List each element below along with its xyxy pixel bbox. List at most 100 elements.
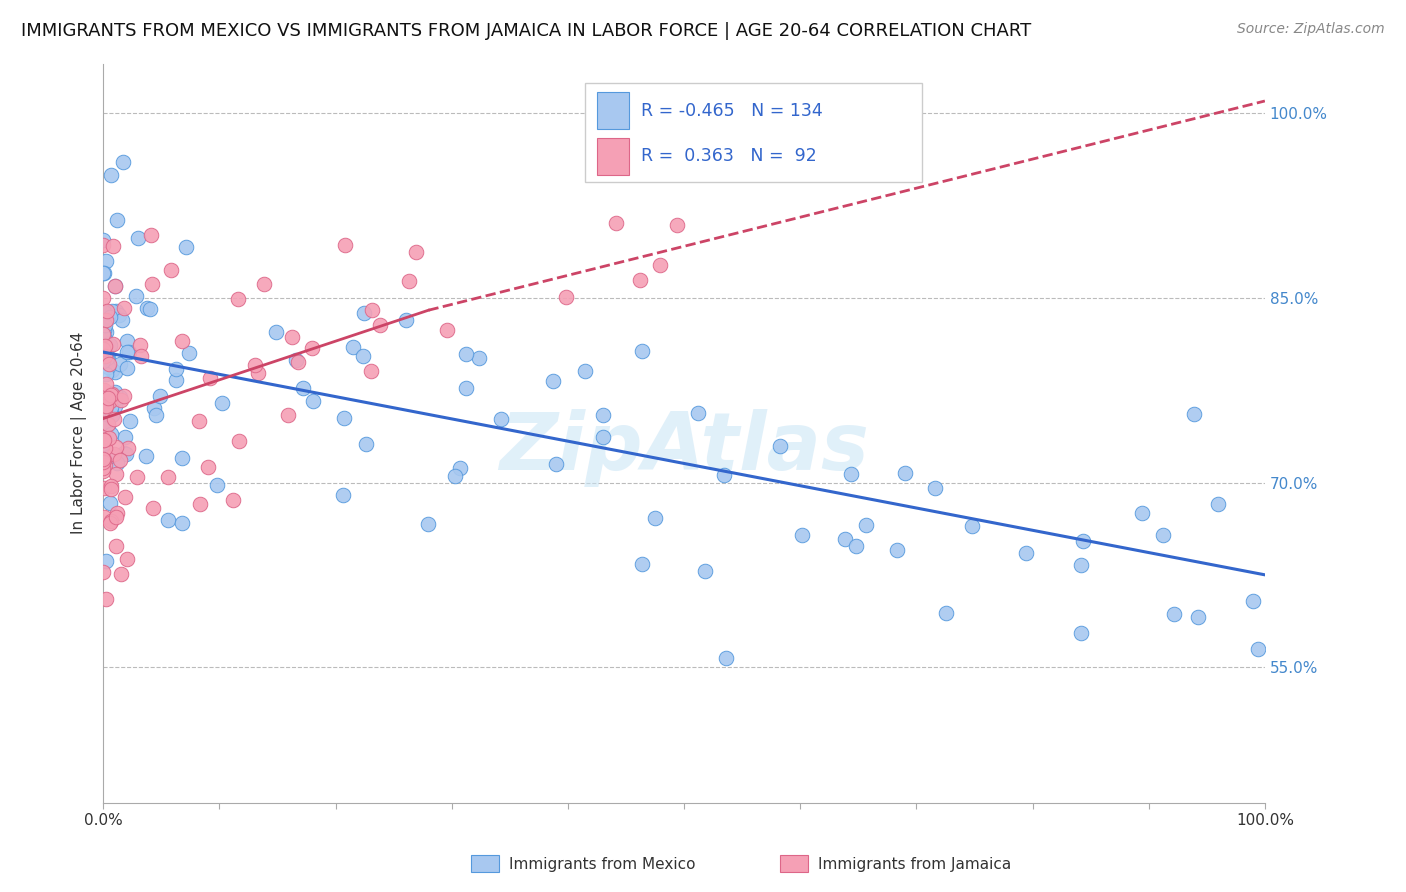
Point	[93, 266, 115, 280]
Point	[120, 414, 142, 428]
Point	[302, 394, 325, 409]
Point	[1187, 609, 1209, 624]
Point	[1208, 497, 1230, 511]
Point	[117, 442, 139, 456]
Point	[91, 292, 114, 306]
Point	[541, 374, 564, 388]
Point	[834, 533, 856, 547]
Point	[138, 301, 160, 316]
Point	[693, 564, 716, 578]
Point	[418, 516, 440, 531]
Point	[105, 213, 128, 227]
Point	[1015, 546, 1038, 560]
Point	[666, 219, 689, 233]
Point	[243, 359, 266, 373]
Point	[93, 460, 115, 475]
Point	[332, 410, 354, 425]
Point	[491, 412, 513, 426]
Point	[332, 488, 354, 502]
Point	[94, 389, 117, 403]
Point	[110, 392, 132, 407]
Point	[333, 237, 356, 252]
Point	[644, 510, 666, 524]
Point	[104, 385, 127, 400]
Point	[177, 346, 200, 360]
Point	[91, 342, 114, 356]
Point	[342, 340, 364, 354]
Point	[108, 390, 131, 404]
Point	[97, 350, 120, 364]
Point	[630, 343, 652, 358]
Point	[94, 554, 117, 568]
Y-axis label: In Labor Force | Age 20-64: In Labor Force | Age 20-64	[72, 332, 87, 534]
Point	[454, 347, 477, 361]
Point	[686, 406, 709, 420]
Point	[129, 349, 152, 363]
Point	[855, 518, 877, 533]
Point	[93, 433, 115, 447]
Point	[114, 491, 136, 505]
FancyBboxPatch shape	[598, 92, 630, 129]
Point	[94, 592, 117, 607]
Point	[104, 440, 127, 454]
Point	[94, 254, 117, 268]
Point	[104, 304, 127, 318]
Point	[91, 353, 114, 368]
Text: ZipAtlas: ZipAtlas	[499, 409, 869, 487]
Point	[592, 408, 614, 422]
Point	[228, 434, 250, 449]
Point	[405, 244, 427, 259]
Point	[94, 339, 117, 353]
Point	[96, 347, 118, 361]
Point	[211, 396, 233, 410]
Point	[1070, 558, 1092, 573]
Point	[103, 412, 125, 426]
Point	[574, 364, 596, 378]
Point	[468, 351, 491, 366]
Point	[98, 338, 121, 352]
Point	[93, 510, 115, 524]
Point	[172, 334, 194, 349]
Point	[436, 323, 458, 337]
Point	[112, 301, 135, 315]
Point	[454, 382, 477, 396]
Point	[157, 470, 180, 484]
Point	[101, 387, 124, 401]
Point	[769, 439, 792, 453]
Point	[110, 566, 132, 581]
Point	[353, 306, 375, 320]
Point	[91, 452, 114, 467]
Point	[98, 357, 121, 371]
Point	[160, 263, 183, 277]
Point	[280, 330, 302, 344]
Point	[1152, 528, 1174, 542]
Point	[145, 409, 167, 423]
Point	[555, 290, 578, 304]
Point	[98, 496, 121, 510]
Point	[91, 433, 114, 447]
Point	[91, 327, 114, 342]
Point	[91, 317, 114, 331]
Point	[91, 350, 114, 364]
Point	[139, 227, 162, 242]
Text: Immigrants from Jamaica: Immigrants from Jamaica	[818, 857, 1011, 871]
Point	[100, 400, 122, 414]
Point	[360, 303, 382, 318]
Point	[91, 565, 114, 579]
Point	[91, 454, 114, 468]
Point	[546, 457, 568, 471]
Point	[111, 313, 134, 327]
Point	[93, 464, 115, 478]
Point	[301, 341, 323, 355]
Point	[443, 468, 465, 483]
Point	[104, 279, 127, 293]
Point	[100, 427, 122, 442]
Point	[100, 479, 122, 493]
Point	[93, 329, 115, 343]
Point	[96, 367, 118, 381]
Point	[360, 364, 382, 378]
Point	[264, 325, 287, 339]
Point	[93, 444, 115, 458]
Point	[839, 467, 862, 482]
Point	[98, 516, 121, 530]
